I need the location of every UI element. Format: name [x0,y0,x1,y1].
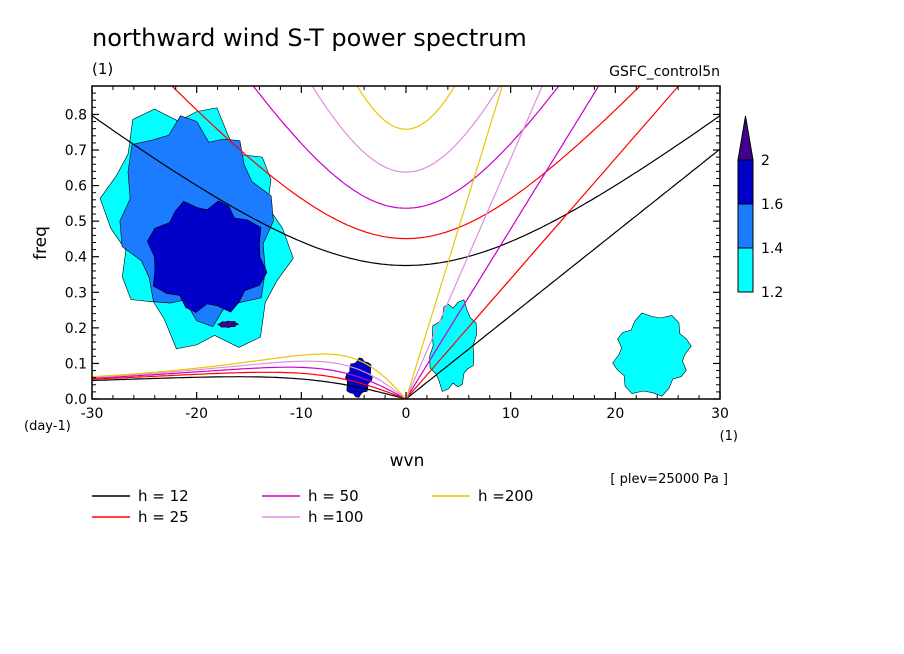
x-tick-label: 20 [606,406,624,422]
colorbar-swatch [737,159,754,205]
colorbar-swatch [737,203,754,249]
colorbar-label: 1.4 [761,241,783,257]
y-tick-label: 0.3 [65,285,87,301]
dispersion-curve [405,86,503,399]
legend-label: h = 50 [308,487,359,505]
colorbar-label: 1.2 [761,285,783,301]
y-axis-unit: (day-1) [24,419,71,434]
x-axis-label: wvn [390,451,425,471]
legend-label: h = 25 [138,508,189,526]
colorbar-label: 2 [761,153,770,169]
x-tick-label: -20 [185,406,208,422]
contour-region [146,200,268,313]
colorbar-extend-arrow [737,115,754,161]
dispersion-curve [405,86,600,399]
y-tick-label: 0.7 [65,143,87,159]
x-axis-unit: (1) [720,429,738,444]
contour-region [217,320,240,328]
colorbar-label: 1.6 [761,197,783,213]
dispersion-curve [405,86,680,399]
y-tick-label: 0.2 [65,321,87,337]
y-tick-label: 0.0 [65,392,87,408]
axis-ticks: -30 -20 -10 0 10 20 30 0.0 0.1 0.2 0.3 0.4 0.5 0.6 0.7… [65,86,729,422]
dispersion-curve [92,371,407,399]
y-tick-label: 0.4 [65,250,87,266]
y-tick-label: 0.5 [65,214,87,230]
y-axis-label: freq [31,226,51,260]
x-tick-label: 0 [402,406,411,422]
level-note: [ plev=25000 Pa ] [610,472,728,487]
dispersion-curve [311,86,501,173]
y-tick-label: 0.1 [65,356,87,372]
legend: h = 12 h = 25 h = 50 h =100 h =200 [92,487,533,526]
dispersion-curve [171,86,641,240]
colorbar-swatch [737,247,754,293]
unit-label: (1) [92,60,113,78]
y-tick-label: 0.8 [65,107,87,123]
x-tick-label: 10 [502,406,520,422]
dispersion-curve [405,86,543,399]
dispersion-curve [92,376,407,399]
contour-region [612,312,692,397]
dispersion-curve [405,148,720,399]
dispersion-curve-layer [92,86,720,399]
x-tick-label: -10 [290,406,313,422]
dispersion-curve [92,366,407,399]
dataset-label: GSFC_control5n [609,64,720,80]
legend-label: h =200 [478,487,533,505]
x-tick-label: -30 [81,406,104,422]
x-tick-label: 30 [711,406,729,422]
chart-title: northward wind S-T power spectrum [92,24,527,52]
dispersion-curve [356,86,456,130]
dispersion-curve [92,360,407,399]
y-tick-label: 0.6 [65,179,87,195]
dispersion-curve [92,353,407,399]
legend-label: h =100 [308,508,363,526]
legend-label: h = 12 [138,487,189,505]
dispersion-curve [92,115,720,267]
dispersion-curve [252,86,560,209]
colorbar: 1.2 1.4 1.6 2 [737,115,783,301]
